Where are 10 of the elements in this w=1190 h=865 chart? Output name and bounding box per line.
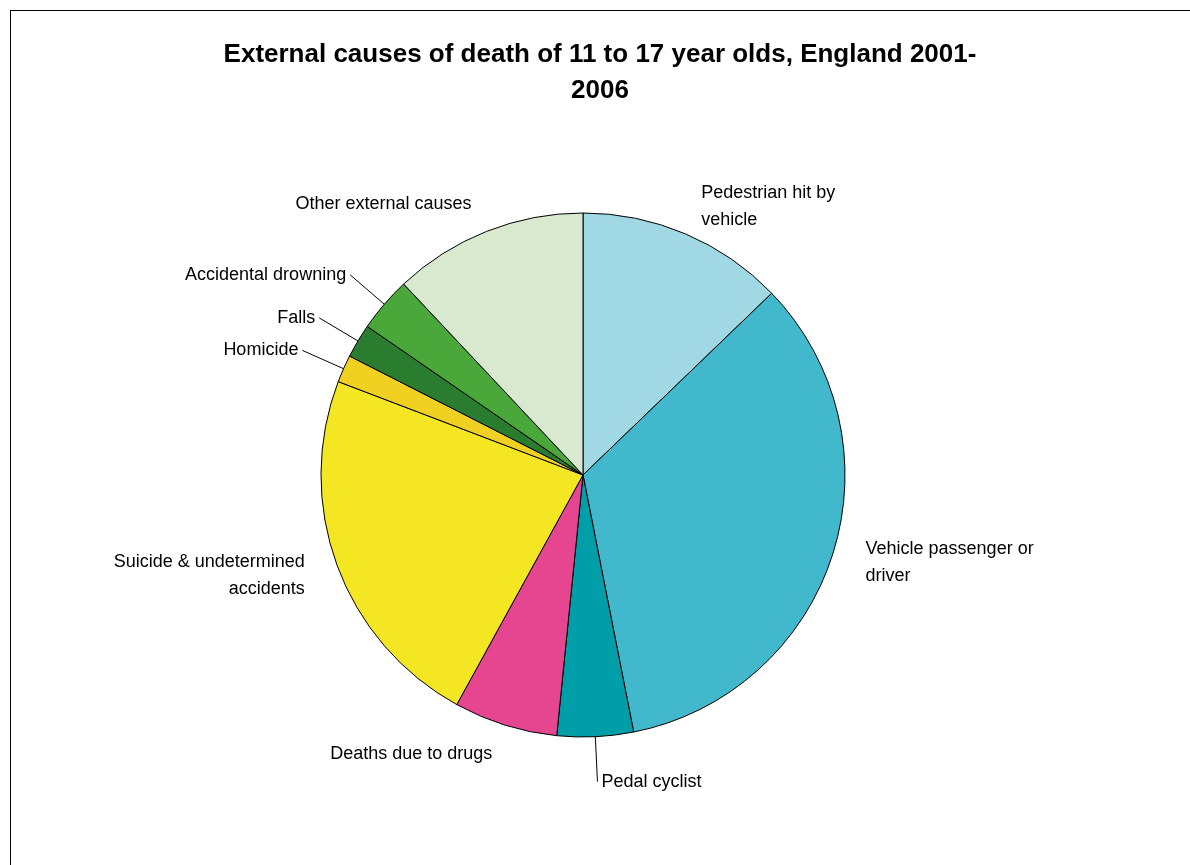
- slice-label: Pedestrian hit by vehicle: [701, 181, 836, 229]
- chart-title: External causes of death of 11 to 17 year olds, England 2001-2006: [223, 38, 977, 104]
- slice-label: Deaths due to drugs: [330, 742, 493, 763]
- slice-label: Suicide & undetermined accidents: [113, 550, 305, 598]
- slice-label: Vehicle passenger or driver: [865, 537, 1034, 585]
- slice-label: Other external causes: [295, 192, 472, 213]
- slice-label: Falls: [277, 306, 316, 327]
- slice-label: Accidental drowning: [185, 263, 347, 284]
- slice-label: Pedal cyclist: [601, 770, 702, 791]
- slice-label: Homicide: [223, 339, 299, 360]
